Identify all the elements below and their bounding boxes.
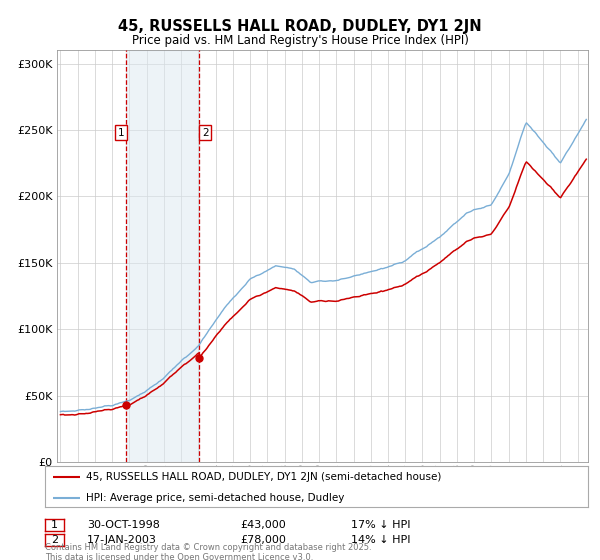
Text: 45, RUSSELLS HALL ROAD, DUDLEY, DY1 2JN: 45, RUSSELLS HALL ROAD, DUDLEY, DY1 2JN	[118, 20, 482, 34]
Text: 2: 2	[202, 128, 209, 138]
Text: 45, RUSSELLS HALL ROAD, DUDLEY, DY1 2JN (semi-detached house): 45, RUSSELLS HALL ROAD, DUDLEY, DY1 2JN …	[86, 473, 441, 482]
Text: 2: 2	[51, 535, 58, 545]
Text: Price paid vs. HM Land Registry's House Price Index (HPI): Price paid vs. HM Land Registry's House …	[131, 34, 469, 47]
Text: 30-OCT-1998: 30-OCT-1998	[87, 520, 160, 530]
Text: 14% ↓ HPI: 14% ↓ HPI	[351, 535, 410, 545]
Text: 1: 1	[118, 128, 124, 138]
Text: 17-JAN-2003: 17-JAN-2003	[87, 535, 157, 545]
Text: HPI: Average price, semi-detached house, Dudley: HPI: Average price, semi-detached house,…	[86, 493, 344, 502]
Text: Contains HM Land Registry data © Crown copyright and database right 2025.
This d: Contains HM Land Registry data © Crown c…	[45, 543, 371, 560]
Text: £78,000: £78,000	[240, 535, 286, 545]
Text: 1: 1	[51, 520, 58, 530]
Text: £43,000: £43,000	[240, 520, 286, 530]
Bar	[127, 50, 199, 462]
Text: 17% ↓ HPI: 17% ↓ HPI	[351, 520, 410, 530]
